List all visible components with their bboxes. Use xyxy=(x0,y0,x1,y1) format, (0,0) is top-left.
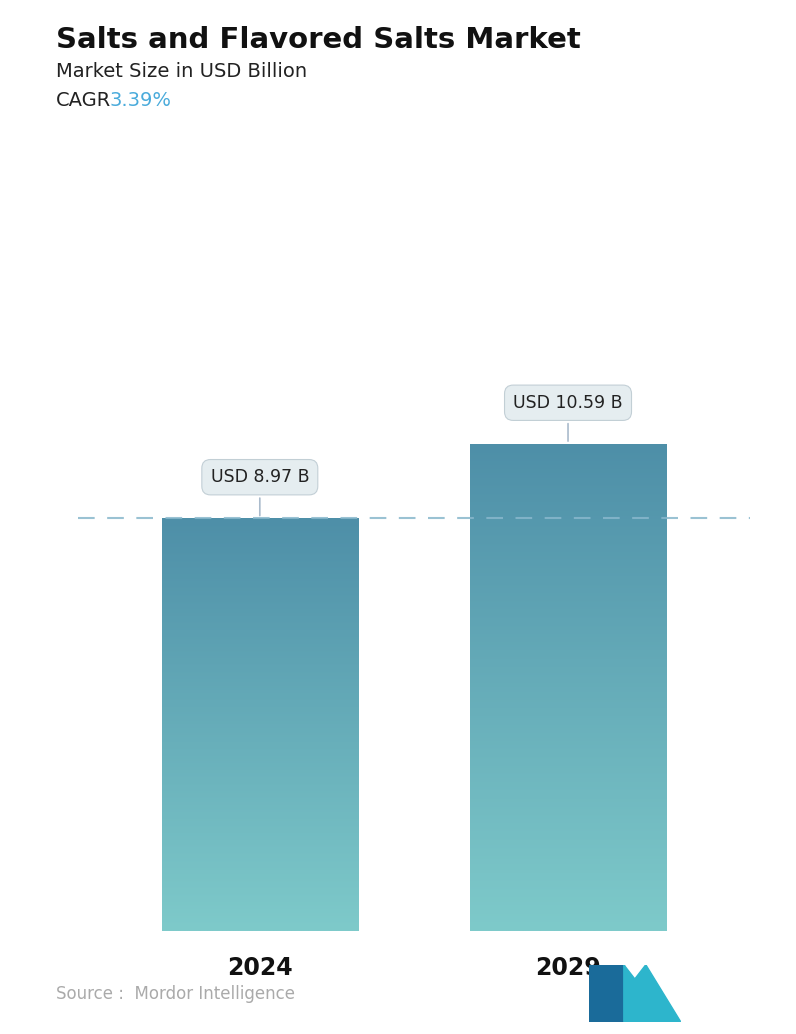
Text: 3.39%: 3.39% xyxy=(110,91,172,110)
Text: Source :  Mordor Intelligence: Source : Mordor Intelligence xyxy=(56,985,295,1003)
Text: Market Size in USD Billion: Market Size in USD Billion xyxy=(56,62,306,81)
Text: USD 8.97 B: USD 8.97 B xyxy=(210,468,309,516)
Polygon shape xyxy=(624,965,646,1022)
Polygon shape xyxy=(589,965,624,1022)
Polygon shape xyxy=(646,965,681,1022)
Text: Salts and Flavored Salts Market: Salts and Flavored Salts Market xyxy=(56,26,580,54)
Text: USD 10.59 B: USD 10.59 B xyxy=(513,394,622,442)
Text: CAGR: CAGR xyxy=(56,91,111,110)
